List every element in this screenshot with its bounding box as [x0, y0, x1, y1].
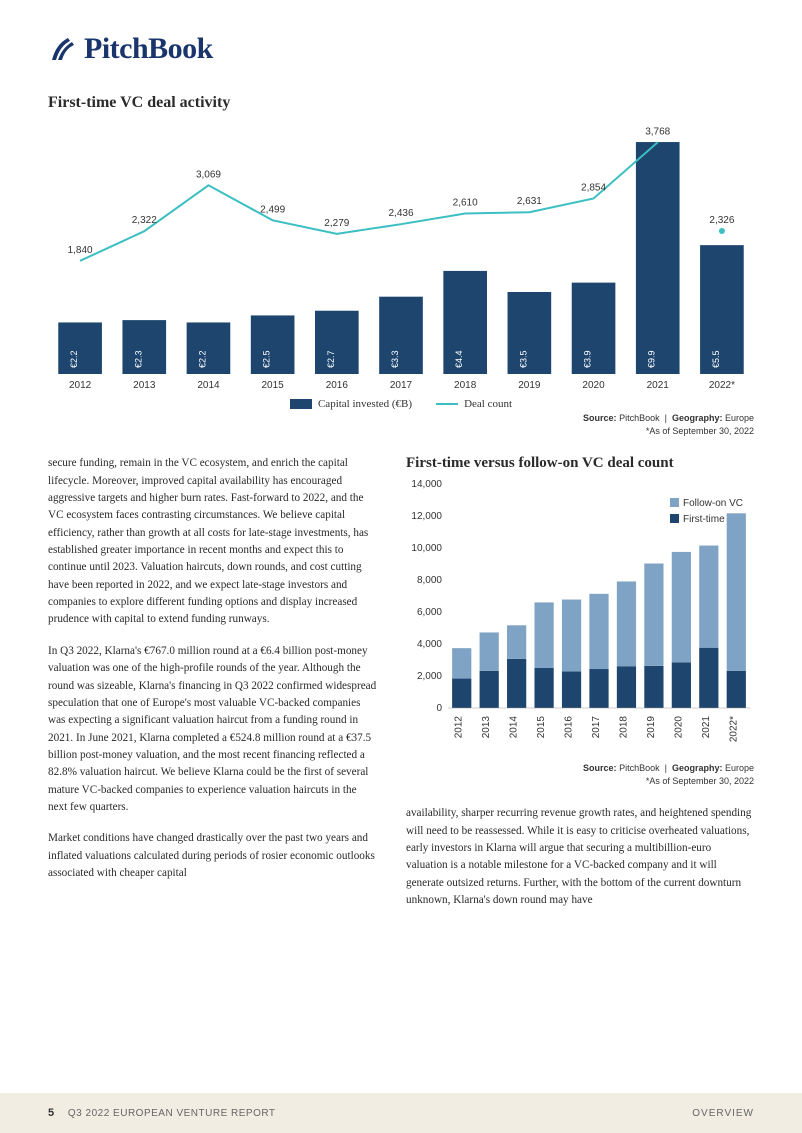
footer-left: 5 Q3 2022 EUROPEAN VENTURE REPORT: [48, 1107, 276, 1119]
svg-text:4,000: 4,000: [417, 639, 442, 650]
body-left-p2: In Q3 2022, Klarna's €767.0 million roun…: [48, 643, 378, 817]
report-title: Q3 2022 EUROPEAN VENTURE REPORT: [68, 1108, 276, 1119]
svg-text:12,000: 12,000: [411, 511, 442, 522]
svg-text:3,768: 3,768: [645, 126, 670, 137]
svg-text:2012: 2012: [69, 380, 92, 391]
svg-text:0: 0: [436, 703, 442, 714]
svg-text:2016: 2016: [564, 716, 575, 739]
legend-bar: Capital invested (€B): [290, 398, 412, 410]
svg-text:8,000: 8,000: [417, 575, 442, 586]
svg-text:€2.5: €2.5: [262, 350, 272, 368]
chart1-title: First-time VC deal activity: [48, 94, 754, 112]
svg-text:2022*: 2022*: [728, 716, 739, 742]
svg-text:2018: 2018: [454, 380, 477, 391]
svg-text:2019: 2019: [518, 380, 541, 391]
svg-text:3,069: 3,069: [196, 169, 221, 180]
svg-text:14,000: 14,000: [411, 479, 442, 490]
svg-text:2021: 2021: [701, 716, 712, 739]
svg-text:2,610: 2,610: [453, 197, 478, 208]
legend-line-swatch: [436, 403, 458, 405]
svg-text:€2.3: €2.3: [133, 350, 143, 368]
svg-text:2017: 2017: [390, 380, 413, 391]
svg-text:2,499: 2,499: [260, 204, 285, 215]
svg-text:2,326: 2,326: [709, 215, 734, 226]
svg-text:2021: 2021: [647, 380, 670, 391]
svg-text:€5.5: €5.5: [711, 350, 721, 368]
svg-text:2,000: 2,000: [417, 671, 442, 682]
svg-text:2017: 2017: [591, 716, 602, 739]
svg-text:€4.4: €4.4: [454, 350, 464, 368]
svg-text:2015: 2015: [262, 380, 285, 391]
svg-text:2022*: 2022*: [709, 380, 735, 391]
chart2-source: Source: PitchBook | Geography: Europe *A…: [406, 762, 754, 787]
svg-text:6,000: 6,000: [417, 607, 442, 618]
svg-text:€2.2: €2.2: [197, 350, 207, 368]
page-number: 5: [48, 1107, 55, 1119]
chart1-legend: Capital invested (€B) Deal count: [48, 398, 754, 410]
chart2-title: First-time versus follow-on VC deal coun…: [406, 455, 754, 472]
logo-mark-icon: [48, 34, 78, 64]
body-left-p1: secure funding, remain in the VC ecosyst…: [48, 455, 378, 629]
svg-text:2013: 2013: [481, 716, 492, 739]
chart1: €2.2 €2.3 €2.2 €2.5 €2.7 €3.3 €4.4 €3.5 €3.9 €9.9…: [48, 116, 754, 396]
svg-text:2020: 2020: [673, 716, 684, 739]
svg-text:2012: 2012: [454, 716, 465, 739]
legend-bar-label: Capital invested (€B): [318, 398, 412, 410]
svg-text:2,854: 2,854: [581, 182, 606, 193]
svg-text:Follow-on VC: Follow-on VC: [683, 498, 743, 509]
body-left: secure funding, remain in the VC ecosyst…: [48, 455, 378, 882]
svg-text:€9.9: €9.9: [647, 350, 657, 368]
logo: PitchBook: [48, 32, 754, 66]
svg-text:2,322: 2,322: [132, 215, 157, 226]
svg-text:€3.9: €3.9: [583, 350, 593, 368]
svg-text:2013: 2013: [133, 380, 156, 391]
legend-bar-swatch: [290, 399, 312, 409]
svg-text:1,840: 1,840: [68, 245, 93, 256]
svg-text:10,000: 10,000: [411, 543, 442, 554]
svg-text:2019: 2019: [646, 716, 657, 739]
legend-line: Deal count: [436, 398, 512, 410]
svg-text:2,631: 2,631: [517, 196, 542, 207]
footer: 5 Q3 2022 EUROPEAN VENTURE REPORT OVERVI…: [0, 1093, 802, 1133]
body-right: availability, sharper recurring revenue …: [406, 805, 754, 909]
svg-text:€2.7: €2.7: [326, 350, 336, 368]
legend-line-label: Deal count: [464, 398, 512, 410]
svg-text:2014: 2014: [509, 716, 520, 739]
svg-text:2018: 2018: [618, 716, 629, 739]
svg-text:€2.2: €2.2: [69, 350, 79, 368]
svg-text:2,279: 2,279: [324, 218, 349, 229]
svg-text:2,436: 2,436: [388, 208, 413, 219]
svg-text:2015: 2015: [536, 716, 547, 739]
body-left-p3: Market conditions have changed drastical…: [48, 830, 378, 882]
svg-text:2016: 2016: [326, 380, 349, 391]
footer-right: OVERVIEW: [692, 1108, 754, 1119]
svg-text:€3.3: €3.3: [390, 350, 400, 368]
chart2: 0 2,000 4,000 6,000 8,000 10,000 12,000 14,000 F…: [406, 478, 754, 758]
svg-text:2020: 2020: [582, 380, 605, 391]
logo-text: PitchBook: [84, 32, 213, 66]
chart1-source: Source: PitchBook | Geography: Europe *A…: [48, 412, 754, 437]
svg-text:2014: 2014: [197, 380, 220, 391]
body-right-p1: availability, sharper recurring revenue …: [406, 805, 754, 909]
svg-text:€3.5: €3.5: [518, 350, 528, 368]
